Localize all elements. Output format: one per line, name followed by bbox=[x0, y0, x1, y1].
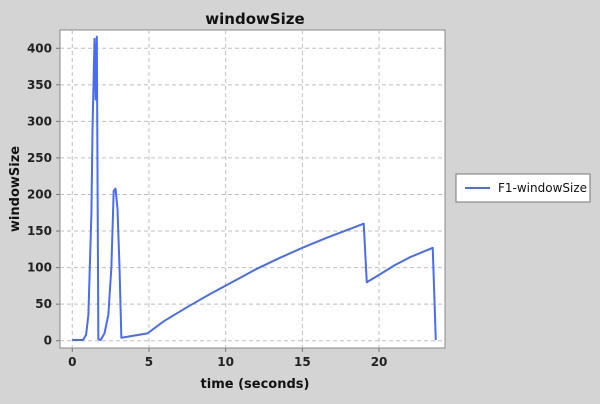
legend-box bbox=[455, 173, 591, 203]
x-tick-label: 5 bbox=[145, 355, 153, 369]
y-tick-label: 150 bbox=[27, 224, 52, 238]
x-axis-title: time (seconds) bbox=[201, 377, 310, 392]
plot-area bbox=[59, 29, 446, 349]
y-tick-label: 300 bbox=[27, 114, 52, 128]
y-axis-title: windowSize bbox=[8, 146, 23, 232]
y-tick-label: 50 bbox=[35, 297, 52, 311]
x-tick-label: 20 bbox=[371, 355, 388, 369]
y-tick-label: 250 bbox=[27, 151, 52, 165]
y-tick-label: 400 bbox=[27, 41, 52, 55]
series-line-f1-windowsize bbox=[72, 35, 437, 341]
x-tick-label: 0 bbox=[68, 355, 76, 369]
x-tick-label: 15 bbox=[294, 355, 311, 369]
y-tick-label: 200 bbox=[27, 187, 52, 201]
legend-label: F1-windowSize bbox=[498, 181, 587, 195]
y-tick-label: 100 bbox=[27, 261, 52, 275]
gridlines bbox=[60, 30, 445, 348]
chart-title: windowSize bbox=[205, 10, 304, 28]
x-tick-label: 10 bbox=[217, 355, 234, 369]
legend: F1-windowSize bbox=[455, 173, 591, 203]
y-tick-label: 350 bbox=[27, 78, 52, 92]
y-tick-label: 0 bbox=[44, 334, 52, 348]
series-lines bbox=[72, 35, 437, 341]
